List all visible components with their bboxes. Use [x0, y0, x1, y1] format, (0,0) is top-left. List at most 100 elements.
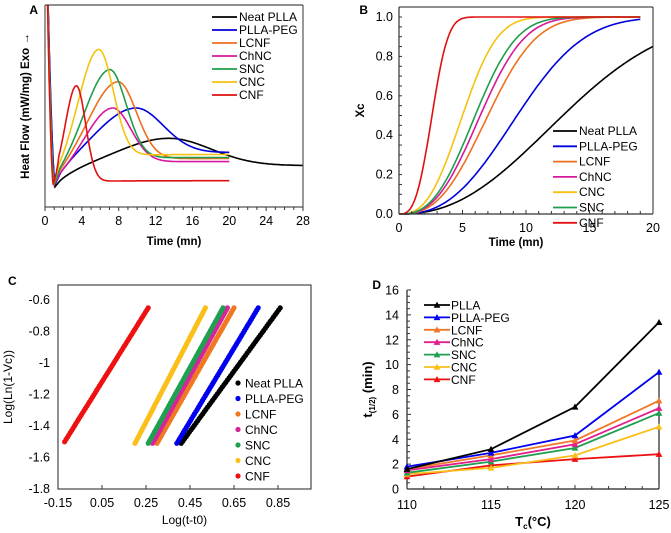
legend-label-lcnf: LCNF	[451, 323, 482, 337]
y-tick-label: 10	[385, 358, 399, 372]
legend-label-cnc: CNC	[451, 361, 477, 375]
series-line-chnc	[47, 5, 230, 188]
legend-label-plla-peg: PLLA-PEG	[245, 392, 304, 406]
plot-frame	[57, 284, 312, 490]
data-point	[145, 305, 151, 311]
legend-marker-cnf	[235, 473, 241, 479]
data-point-marker	[655, 423, 663, 430]
y-axis-title-subscript: (1/2)	[368, 396, 377, 413]
legend-label-plla: PLLA	[451, 299, 480, 313]
legend-marker-cnc	[235, 457, 241, 464]
series-line-cnc	[46, 5, 230, 185]
y-axis-title: Heat Flow (mW/mg) Exo →	[20, 33, 32, 179]
x-tick-label: 0.25	[134, 496, 158, 510]
data-point-marker	[655, 318, 663, 326]
data-point	[231, 305, 237, 311]
data-point-marker	[571, 437, 579, 444]
y-axis-title: Xc	[355, 103, 367, 118]
x-tick-label: 0	[42, 214, 49, 228]
series-line-neat-plla	[399, 45, 654, 215]
x-axis-title-unit: (°C)	[528, 514, 551, 529]
y-axis-title-main: t	[360, 413, 375, 418]
y-tick-label: -1.8	[28, 482, 50, 496]
legend-marker-snc	[235, 442, 241, 448]
legend-marker-neat-plla	[235, 380, 241, 386]
x-tick-label: 110	[397, 498, 417, 512]
legend-marker-cnc	[433, 363, 441, 370]
y-tick-label: 1.0	[376, 10, 393, 24]
x-tick-label: 5	[459, 221, 466, 235]
data-point-marker	[571, 403, 579, 410]
series-line	[406, 425, 660, 475]
panel-letter: B	[359, 3, 368, 17]
series-line-neat-plla	[47, 5, 303, 189]
y-tick-label: -1.2	[28, 388, 50, 402]
x-tick-label: 4	[78, 214, 85, 228]
data-point	[220, 305, 226, 311]
series-group	[46, 5, 303, 189]
y-tick-label: -1.4	[28, 419, 50, 433]
legend-label-cnc: CNC	[245, 454, 271, 468]
data-point-marker	[571, 444, 579, 451]
x-tick-label: 16	[185, 214, 199, 228]
legend-label-neat-plla: Neat PLLA	[579, 124, 637, 138]
data-point	[202, 305, 208, 311]
legend-label-lcnf: LCNF	[239, 36, 270, 50]
series-plla-peg	[174, 305, 261, 446]
series-line-cnf	[46, 5, 230, 185]
data-point-marker	[571, 440, 579, 447]
data-point-marker	[487, 464, 495, 471]
panel-letter: C	[8, 274, 17, 288]
legend-label-plla-peg: PLLA-PEG	[239, 23, 298, 37]
legend-label-chnc: ChNC	[579, 170, 612, 184]
y-tick-label: 4	[392, 433, 399, 447]
data-point-marker	[571, 452, 579, 459]
data-point	[224, 305, 230, 311]
legend-label-lcnf: LCNF	[245, 408, 276, 422]
x-tick-label: 15	[583, 221, 597, 235]
y-axis-title: t(1/2) (min)	[360, 361, 377, 417]
legend-label-cnf: CNF	[239, 88, 264, 102]
x-tick-label: 0.45	[178, 496, 202, 510]
legend-marker-lcnf	[433, 326, 441, 333]
data-point-marker	[487, 455, 495, 462]
legend-label-cnf: CNF	[245, 470, 270, 484]
legend-marker-cnf	[433, 376, 441, 383]
data-point-marker	[655, 450, 663, 457]
legend-label-snc: SNC	[245, 439, 271, 453]
y-tick-label: 0	[392, 483, 399, 497]
legend-label-snc: SNC	[579, 201, 605, 215]
y-tick-label: 8	[392, 383, 399, 397]
legend-marker-snc	[433, 351, 441, 358]
legend-label-chnc: ChNC	[239, 49, 272, 63]
data-point-marker	[655, 404, 663, 411]
series-line	[406, 321, 660, 470]
legend-label-cnc: CNC	[579, 185, 605, 199]
series-line-snc	[47, 5, 230, 185]
panel-d-half-time-chart: D 0 2 4 6 8 10 12 14 16 110 115 120 125 Tc(°C) t(1/2) (…	[360, 278, 669, 531]
data-point-marker	[403, 465, 411, 472]
legend-marker-chnc	[235, 426, 241, 433]
legend-label-lcnf: LCNF	[579, 155, 610, 169]
y-tick-label: -0.6	[28, 293, 50, 307]
data-point-marker	[655, 368, 663, 375]
y-axis-title-unit: (min)	[360, 361, 375, 396]
data-point-marker	[487, 449, 495, 456]
y-tick-label: -0.8	[28, 325, 50, 339]
data-point-marker	[655, 409, 663, 416]
x-tick-label: 28	[296, 214, 310, 228]
y-axis-title: Log(Ln(1-Vc))	[1, 350, 15, 424]
legend-label-cnf: CNF	[451, 373, 476, 387]
series-snc	[145, 305, 226, 446]
panel-letter: A	[29, 3, 38, 17]
series-line-cnf	[399, 16, 641, 215]
legend-label-plla-peg: PLLA-PEG	[451, 311, 510, 325]
series-line-plla-peg	[399, 18, 641, 215]
y-tick-label: 0.6	[376, 89, 393, 103]
legend-label-cnf: CNF	[579, 216, 604, 230]
legend-marker-lcnf	[235, 411, 241, 417]
x-axis-title: Time (mn)	[489, 237, 544, 249]
legend-marker-plla	[433, 301, 441, 308]
legend-label-plla-peg: PLLA-PEG	[579, 139, 638, 153]
